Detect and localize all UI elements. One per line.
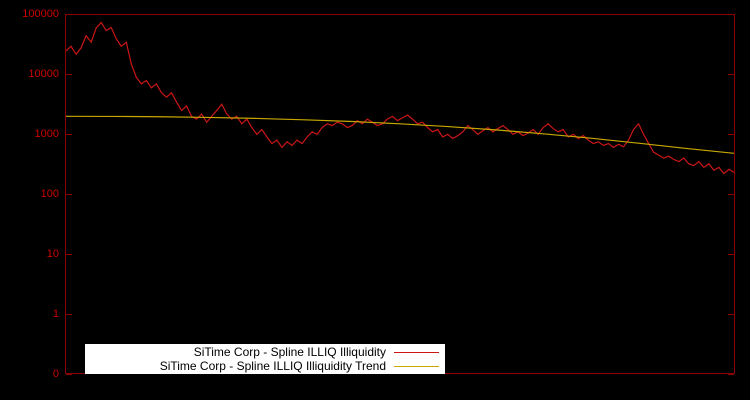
legend-line-sample-trend [394,365,439,367]
y-axis-tick-mark-right [728,374,734,375]
series-trend-line [66,115,734,154]
y-axis-tick-mark-left [66,374,72,375]
y-axis-tick-mark-left [66,14,72,15]
series-illiq-line [66,21,734,175]
legend-line-sample-illiq [394,351,439,353]
legend-item-illiq: SiTime Corp - Spline ILLIQ Illiquidity [85,344,445,359]
y-axis-tick-mark-left [66,74,72,75]
plot-svg [66,21,734,175]
legend: SiTime Corp - Spline ILLIQ Illiquidity S… [85,344,445,374]
y-axis-tick-label: 100000 [22,8,59,20]
y-axis-tick-label: 10 [46,248,59,260]
y-axis-tick-mark-right [728,74,734,75]
legend-label-illiq: SiTime Corp - Spline ILLIQ Illiquidity [193,344,386,359]
plot-area [65,14,735,374]
y-axis-tick-mark-left [66,314,72,315]
y-axis-tick-label: 0 [52,368,59,380]
y-axis-tick-mark-left [66,194,72,195]
y-axis-tick-mark-right [728,14,734,15]
y-axis-tick-label: 1000 [34,128,59,140]
y-axis-tick-mark-right [728,254,734,255]
legend-label-trend: SiTime Corp - Spline ILLIQ Illiquidity T… [159,358,386,373]
y-axis-tick-label: 100 [40,188,59,200]
y-axis-tick-label: 10000 [28,68,59,80]
legend-item-trend: SiTime Corp - Spline ILLIQ Illiquidity T… [85,358,445,373]
y-axis-tick-mark-right [728,134,734,135]
y-axis-tick-mark-right [728,314,734,315]
y-axis-tick-mark-right [728,194,734,195]
y-axis-tick-mark-left [66,134,72,135]
y-axis-tick-mark-left [66,254,72,255]
y-axis-tick-label: 1 [52,308,59,320]
